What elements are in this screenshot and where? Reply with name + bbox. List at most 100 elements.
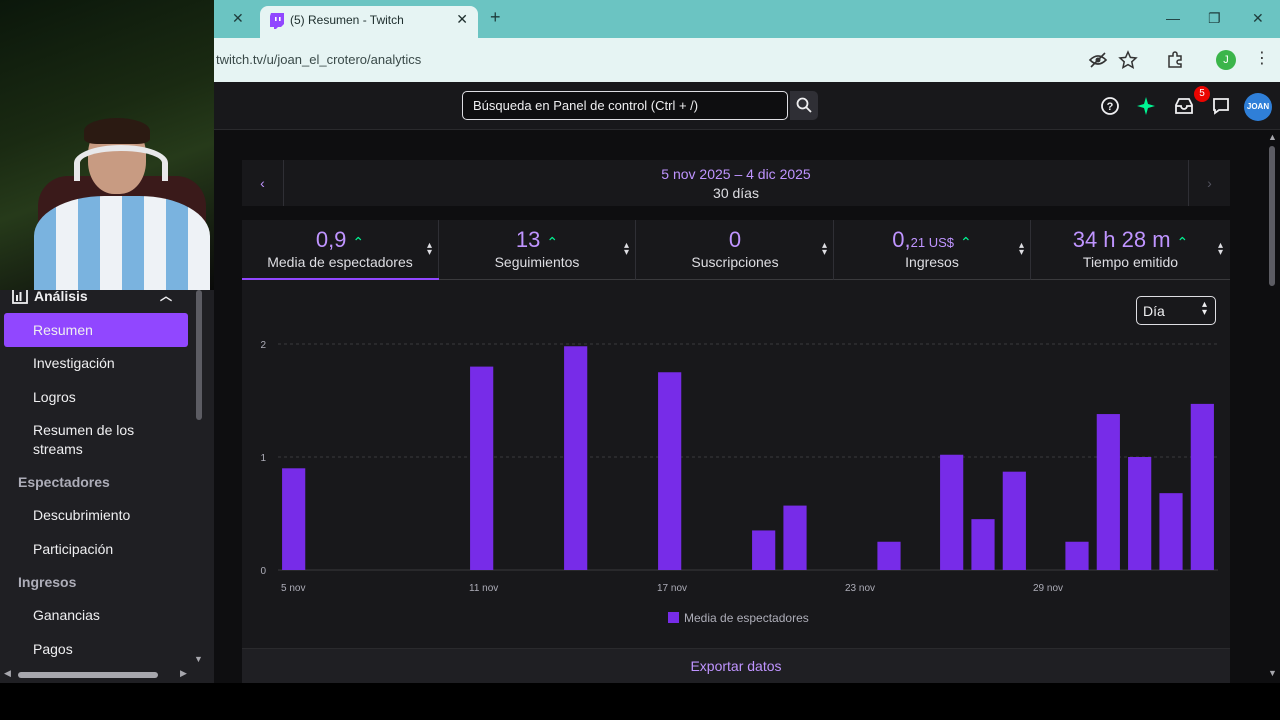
sidebar-item-label: Ganancias — [33, 607, 100, 623]
stat-label: Seguimientos — [494, 254, 580, 270]
sidebar-item-logros[interactable]: Logros — [4, 389, 188, 405]
granularity-select[interactable]: Día ▴ ▾ — [1136, 296, 1216, 325]
scroll-down-icon[interactable]: ▼ — [1268, 668, 1277, 678]
stats-bar: 0,9 ⌃ Media de espectadores ▴ ▾ 13 ⌃ Seguim… — [242, 220, 1230, 281]
prev-range-icon[interactable]: ‹ — [242, 160, 284, 206]
tab-close-icon[interactable]: ✕ — [456, 11, 468, 27]
window-close-icon[interactable]: ✕ — [1252, 10, 1264, 26]
viewers-bar-chart: 0 1 2 5 nov 11 nov 17 nov 23 nov 29 nov Media de… — [260, 340, 1218, 625]
x-tick-label: 5 nov — [281, 583, 305, 594]
browser-tab-active[interactable]: (5) Resumen - Twitch ✕ — [260, 6, 478, 38]
sidebar-item-resumen-streams[interactable]: Resumen de los streams — [4, 421, 154, 459]
bookmark-star-icon[interactable] — [1118, 50, 1138, 70]
sidebar-item-descubrimiento[interactable]: Descubrimiento — [4, 507, 188, 523]
sidebar-section-analisis[interactable]: Análisis ︿ — [12, 288, 172, 304]
sidebar-scrollbar[interactable] — [196, 290, 202, 420]
date-range-selector: ‹ 5 nov 2025 – 4 dic 2025 30 días › — [242, 160, 1230, 206]
sidebar-group-ingresos[interactable]: Ingresos — [18, 574, 77, 590]
stat-label: Tiempo emitido — [1082, 254, 1179, 270]
notification-badge: 5 — [1194, 86, 1210, 102]
search-button[interactable] — [790, 91, 818, 120]
bar — [564, 346, 588, 570]
twitch-logo-icon — [270, 13, 284, 29]
sidebar-section-title: Análisis — [34, 288, 88, 304]
sparkle-icon[interactable] — [1136, 96, 1156, 116]
sidebar-item-label: Resumen de los streams — [33, 422, 135, 457]
sidebar-item-participacion[interactable]: Participación — [4, 541, 188, 557]
sidebar-item-label: Resumen — [33, 322, 93, 338]
sort-icon[interactable]: ▴ ▾ — [426, 240, 432, 258]
stat-tiempo-emitido[interactable]: 34 h 28 m ⌃ Tiempo emitido ▴ ▾ — [1032, 220, 1229, 280]
stat-value: 34 h 28 m ⌃ — [1032, 227, 1229, 253]
scroll-down-icon[interactable]: ▼ — [194, 654, 203, 664]
bar — [1065, 541, 1089, 570]
scroll-left-icon[interactable]: ◀ — [4, 668, 11, 678]
menu-dots-icon[interactable]: ⋮ — [1254, 50, 1270, 67]
user-avatar[interactable]: JOAN — [1244, 93, 1272, 121]
stat-label: Media de espectadores — [267, 254, 413, 270]
main-content: ‹ 5 nov 2025 – 4 dic 2025 30 días › 0,9 ⌃… — [214, 130, 1280, 683]
inbox-icon[interactable] — [1174, 96, 1194, 116]
x-tick-label: 29 nov — [1033, 583, 1063, 594]
sidebar-item-label: Participación — [33, 541, 114, 557]
restore-icon[interactable]: ❐ — [1208, 10, 1221, 26]
legend-label: Media de espectadores — [684, 611, 809, 625]
date-range-text[interactable]: 5 nov 2025 – 4 dic 2025 — [661, 166, 811, 182]
export-data-button[interactable]: Exportar datos — [242, 648, 1230, 683]
granularity-value: Día — [1143, 303, 1165, 319]
tab-title: (5) Resumen - Twitch — [290, 13, 404, 27]
sidebar: Análisis ︿ Resumen Investigación Logros … — [0, 0, 214, 683]
bar — [1096, 414, 1120, 570]
y-tick-label: 2 — [260, 340, 266, 351]
sidebar-item-pagos[interactable]: Pagos — [4, 641, 188, 657]
new-tab-icon[interactable]: + — [490, 7, 501, 27]
stat-label: Ingresos — [905, 254, 959, 270]
scroll-up-icon[interactable]: ▲ — [1268, 132, 1277, 142]
main-scrollbar[interactable] — [1269, 146, 1275, 286]
select-caret-icon: ▴ ▾ — [1201, 299, 1207, 318]
stat-value-text: 34 h 28 m — [1072, 227, 1171, 252]
chevron-up-icon[interactable]: ︿ — [160, 289, 173, 303]
stat-value: 0 — [728, 227, 742, 252]
headset — [74, 145, 168, 181]
sort-icon[interactable]: ▴ ▾ — [623, 240, 629, 258]
person-hair — [84, 118, 150, 144]
trend-up-icon: ⌃ — [546, 234, 559, 250]
sort-icon[interactable]: ▴ ▾ — [821, 240, 827, 258]
profile-avatar[interactable]: J — [1216, 50, 1236, 70]
bar — [783, 505, 807, 570]
close-icon[interactable]: ✕ — [232, 10, 244, 26]
person-shirt — [34, 196, 210, 290]
stat-seguimientos[interactable]: 13 ⌃ Seguimientos ▴ ▾ — [439, 220, 636, 280]
sidebar-item-investigacion[interactable]: Investigación — [4, 355, 188, 371]
search-input[interactable]: Búsqueda en Panel de control (Ctrl + /) — [462, 91, 788, 120]
sort-icon[interactable]: ▴ ▾ — [1018, 240, 1024, 258]
stat-ingresos[interactable]: 0,21 US$ ⌃ Ingresos ▴ ▾ — [834, 220, 1031, 280]
stat-media-espectadores[interactable]: 0,9 ⌃ Media de espectadores ▴ ▾ — [242, 220, 439, 281]
next-range-icon[interactable]: › — [1188, 160, 1230, 206]
scroll-right-icon[interactable]: ▶ — [180, 668, 187, 678]
stat-suscripciones[interactable]: 0 Suscripciones ▴ ▾ — [637, 220, 834, 280]
stat-value: 0,21 US$ ⌃ — [834, 227, 1030, 253]
sort-icon[interactable]: ▴ ▾ — [1217, 240, 1223, 258]
eye-off-icon[interactable] — [1088, 50, 1108, 70]
help-icon[interactable]: ? — [1100, 96, 1120, 116]
bar — [971, 519, 995, 570]
extensions-icon[interactable] — [1165, 50, 1185, 70]
sidebar-group-espectadores[interactable]: Espectadores — [18, 474, 110, 490]
bar — [1128, 457, 1152, 570]
sidebar-horizontal-scrollbar[interactable] — [18, 672, 158, 678]
address-bar[interactable]: twitch.tv/u/joan_el_crotero/analytics — [216, 52, 422, 67]
stat-value-small: 21 US$ — [910, 235, 954, 250]
sidebar-item-ganancias[interactable]: Ganancias — [4, 607, 188, 623]
bar — [282, 468, 306, 570]
browser-toolbar: twitch.tv/u/joan_el_crotero/analytics J … — [214, 38, 1280, 82]
y-tick-label: 1 — [260, 453, 266, 464]
sidebar-item-label: Descubrimiento — [33, 507, 131, 523]
sidebar-item-resumen[interactable]: Resumen — [4, 313, 188, 347]
whispers-icon[interactable] — [1211, 96, 1231, 116]
stat-value: 13 ⌃ — [439, 227, 635, 253]
minimize-icon[interactable]: — — [1166, 10, 1180, 26]
trend-up-icon: ⌃ — [1176, 234, 1189, 250]
stat-value-text: 0,9 — [315, 227, 347, 252]
